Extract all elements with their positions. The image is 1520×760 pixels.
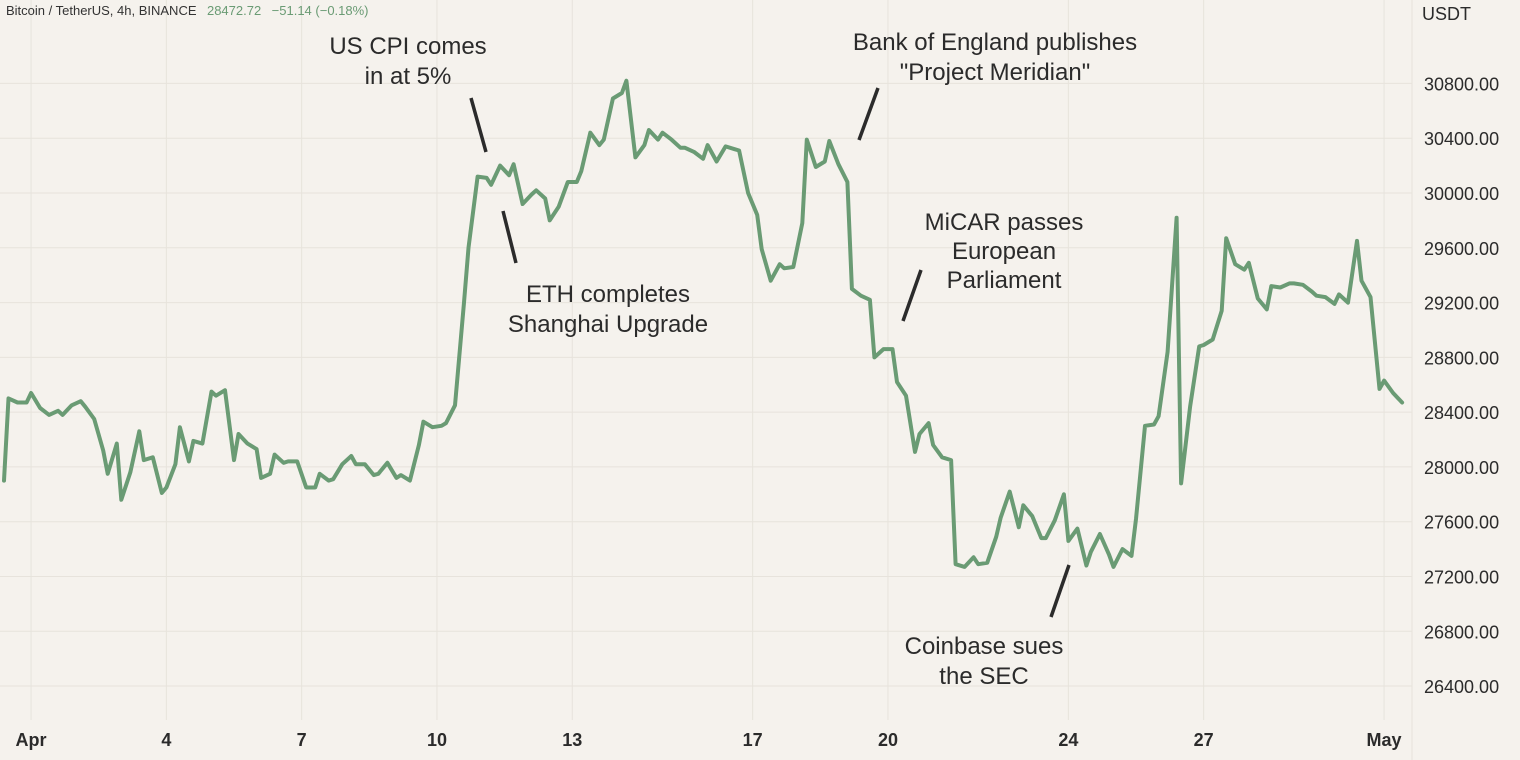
- x-tick-label: 27: [1194, 730, 1214, 750]
- annotations: US CPI comes in at 5% ETH completes Shangha…: [329, 29, 1137, 690]
- annotation-leader-line: [469, 97, 488, 153]
- annotation-us-cpi: US CPI comes in at 5%: [329, 33, 488, 153]
- annotation-leader-line: [1049, 564, 1071, 618]
- grid: [0, 0, 1413, 760]
- annotation-text: Coinbase sues: [905, 633, 1064, 660]
- x-tick-label: 13: [562, 730, 582, 750]
- y-tick-label: 27200.00: [1424, 567, 1499, 587]
- annotation-leader-line: [901, 269, 923, 322]
- y-tick-label: 28000.00: [1424, 458, 1499, 478]
- y-axis: 26400.00 26800.00 27200.00 27600.00 28000.00…: [1424, 74, 1499, 697]
- annotation-leader-line: [501, 210, 518, 264]
- y-axis-unit-label: USDT: [1422, 4, 1471, 24]
- x-tick-label: 17: [743, 730, 763, 750]
- header-symbol: Bitcoin / TetherUS, 4h, BINANCE: [6, 3, 197, 18]
- annotation-coinbase-sec: Coinbase sues the SEC: [905, 564, 1071, 690]
- annotation-eth-shanghai: ETH completes Shanghai Upgrade: [501, 210, 708, 338]
- y-tick-label: 28800.00: [1424, 348, 1499, 368]
- x-tick-label: Apr: [16, 730, 47, 750]
- annotation-text: the SEC: [939, 663, 1028, 690]
- annotation-leader-line: [857, 87, 880, 141]
- y-tick-label: 30400.00: [1424, 129, 1499, 149]
- x-tick-label: 4: [161, 730, 171, 750]
- price-line: [2, 78, 1405, 569]
- annotation-text: "Project Meridian": [900, 59, 1090, 86]
- y-tick-label: 30000.00: [1424, 184, 1499, 204]
- annotation-boe-meridian: Bank of England publishes "Project Meridi…: [853, 29, 1137, 141]
- y-tick-label: 29200.00: [1424, 294, 1499, 314]
- annotation-text: Shanghai Upgrade: [508, 311, 708, 338]
- annotation-text: European: [952, 238, 1056, 265]
- y-tick-label: 26400.00: [1424, 677, 1499, 697]
- y-tick-label: 30800.00: [1424, 74, 1499, 94]
- series-layer: [2, 78, 1405, 569]
- y-tick-label: 27600.00: [1424, 513, 1499, 533]
- y-tick-label: 26800.00: [1424, 622, 1499, 642]
- annotation-text: Bank of England publishes: [853, 29, 1137, 56]
- header-price: 28472.72: [207, 3, 261, 18]
- x-tick-label: 20: [878, 730, 898, 750]
- y-tick-label: 29600.00: [1424, 239, 1499, 259]
- chart-header: Bitcoin / TetherUS, 4h, BINANCE 28472.72…: [6, 2, 369, 19]
- annotation-text: ETH completes: [526, 281, 690, 308]
- x-axis: Apr 4 7 10 13 17 20 24 27 May: [16, 730, 1402, 750]
- x-tick-label: 10: [427, 730, 447, 750]
- annotation-text: US CPI comes: [329, 33, 486, 60]
- annotation-text: MiCAR passes: [925, 209, 1084, 236]
- x-tick-label: 7: [297, 730, 307, 750]
- y-tick-label: 28400.00: [1424, 403, 1499, 423]
- header-change: −51.14 (−0.18%): [272, 3, 369, 18]
- annotation-text: in at 5%: [365, 63, 452, 90]
- annotation-text: Parliament: [947, 267, 1062, 294]
- x-tick-label: 24: [1058, 730, 1078, 750]
- x-tick-label: May: [1367, 730, 1402, 750]
